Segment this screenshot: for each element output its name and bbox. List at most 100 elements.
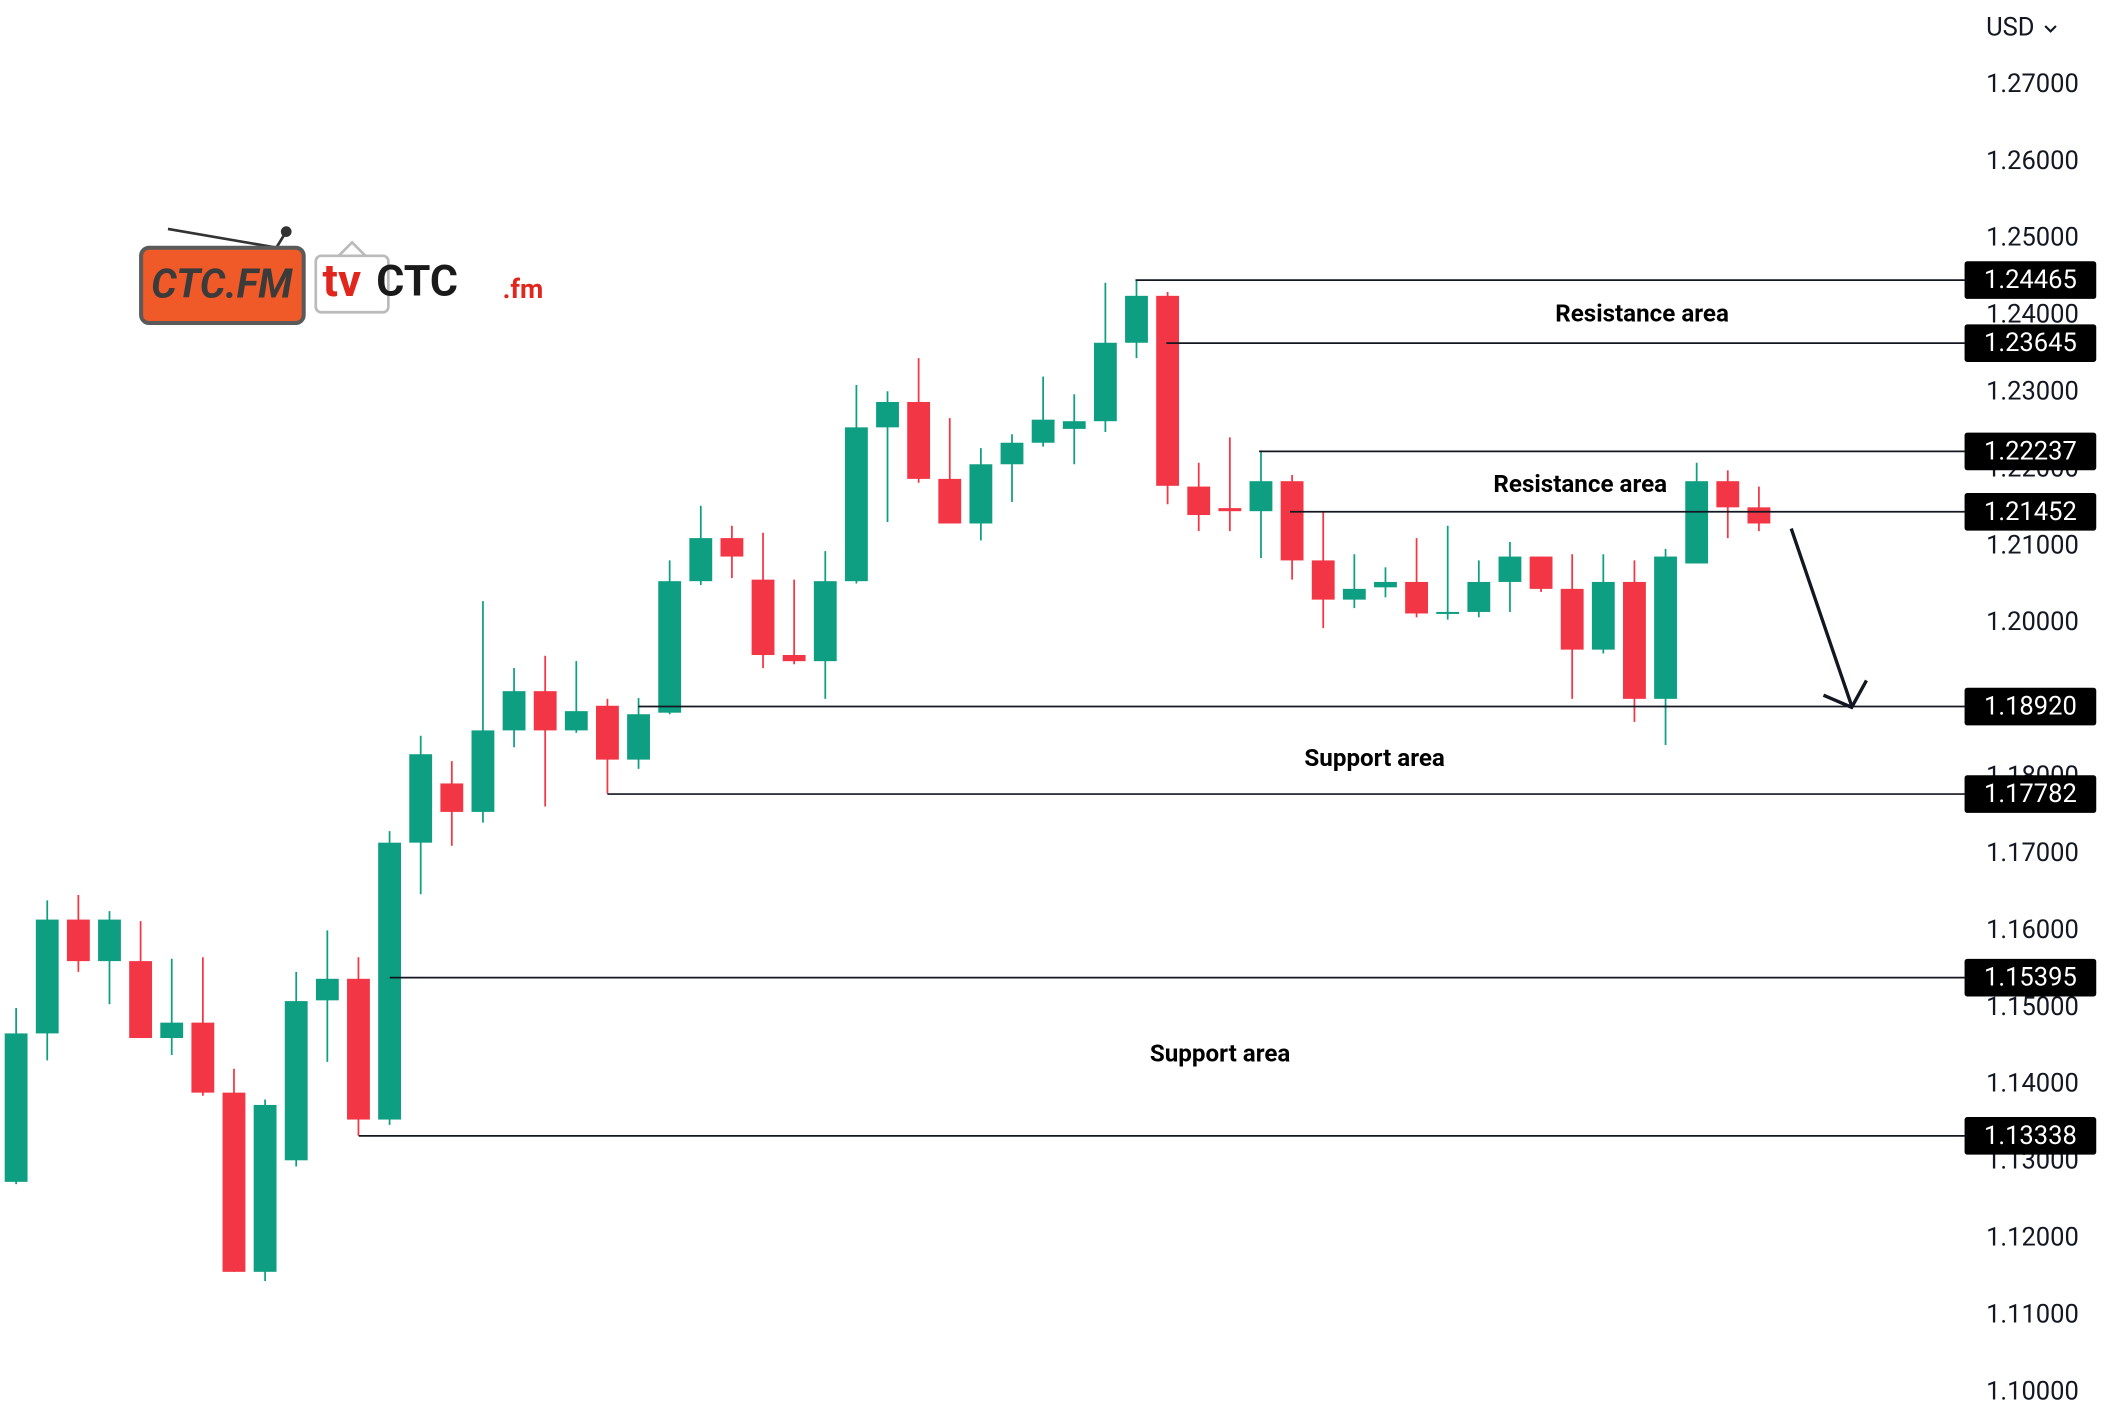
price-tag-label: 1.13338 [1984,1121,2077,1151]
candle-body [222,1092,246,1272]
candle-body [284,1001,308,1161]
candle-body [1093,342,1117,422]
logo: CTC.FM tv CTC .fm [139,226,544,326]
price-tag-label: 1.21452 [1984,497,2077,527]
price-tag-label: 1.23645 [1984,328,2077,358]
candle-body [1374,581,1397,588]
y-tick-label: 1.15000 [1986,992,2079,1022]
price-tag-label: 1.18920 [1984,692,2077,722]
candle-body [876,401,899,428]
candle-body [315,978,339,1001]
y-tick-label: 1.14000 [1986,1069,2079,1099]
candle-body [471,730,495,812]
candle-body [1498,556,1522,582]
y-tick-label: 1.23000 [1986,376,2079,406]
y-tick-label: 1.21000 [1986,530,2079,560]
candle-body [1654,556,1677,699]
candle-body [129,961,153,1039]
candle-body [4,1033,28,1182]
candle-body [1747,507,1771,524]
candle-body [1623,581,1646,699]
y-tick-label: 1.17000 [1986,838,2079,868]
candle-body [533,691,557,731]
y-tick-label: 1.12000 [1986,1223,2079,1253]
price-tag [1964,1117,2097,1155]
candle-body [689,538,713,582]
price-tag-label: 1.22237 [1984,437,2077,467]
logo-suffix: .fm [503,273,544,305]
y-tick-label: 1.26000 [1986,146,2079,176]
candle-body [720,538,744,557]
logo-tv-box [314,254,390,314]
arrow-shaft [1789,528,1854,707]
candle-body [938,478,962,524]
price-tag [1964,775,2097,813]
candle-body [440,783,464,812]
candle-body [1342,588,1366,600]
price-tag-label: 1.17782 [1984,779,2077,809]
candle-body [844,427,868,582]
candle-body [596,705,619,760]
candle-body [1031,419,1055,443]
price-tag [1964,958,2097,997]
candle-body [1560,588,1584,650]
candle-body [1311,560,1335,600]
candle-body [35,919,59,1034]
price-tag [1964,687,2097,726]
y-tick-label: 1.10000 [1986,1376,2079,1406]
candle-body [658,581,682,713]
plot [4,279,1771,1282]
logo-tv: tv [323,255,362,308]
price-tag [1964,324,2097,362]
logo-text: CTC.FM [151,260,293,307]
candle-body [751,579,775,656]
price-tag [1964,492,2097,531]
candle-body [1467,581,1491,612]
price-tag [1964,432,2097,471]
candle-body [98,919,121,962]
y-tick-label: 1.16000 [1986,915,2079,945]
annotation: Support area [1304,744,1445,772]
candle-body [1062,421,1086,429]
candle-body [1591,581,1615,650]
candle-body [782,655,806,662]
candle-body [1249,481,1273,512]
annotation: Resistance area [1493,470,1667,498]
currency-selector[interactable]: USD [1986,12,2034,42]
candle-body [907,401,931,479]
candle-body [1685,481,1709,564]
candle-body [409,754,433,843]
candle-body [969,464,993,524]
candle-body [1405,581,1429,614]
logo-brand: CTC [376,256,458,306]
candle-body [378,842,402,1120]
y-tick-label: 1.20000 [1986,607,2079,637]
price-tag-label: 1.24465 [1984,265,2077,295]
price-tag [1964,261,2097,299]
candle-body [1218,508,1242,512]
candle-body [1280,481,1304,561]
candle-body [191,1022,215,1093]
candle-body [1125,295,1148,343]
annotation: Support area [1150,1040,1291,1068]
y-tick-label: 1.27000 [1986,69,2079,99]
candle-body [813,581,837,662]
candle-body [1716,481,1740,508]
y-tick-label: 1.11000 [1986,1299,2079,1329]
logo-box [139,245,306,326]
y-tick-label: 1.25000 [1986,223,2079,253]
candle-body [66,919,90,962]
candle-body [564,711,588,731]
candle-body [1187,486,1211,516]
logo-tv-antenna [337,240,367,257]
currency-chevron[interactable] [2044,25,2057,33]
price-tag-label: 1.15395 [1984,963,2077,993]
candle-body [1529,556,1553,589]
candle-body [1000,442,1024,465]
annotation: Resistance area [1555,299,1729,327]
candle-body [347,978,370,1120]
candle-body [253,1104,277,1272]
candle-body [1156,295,1180,486]
